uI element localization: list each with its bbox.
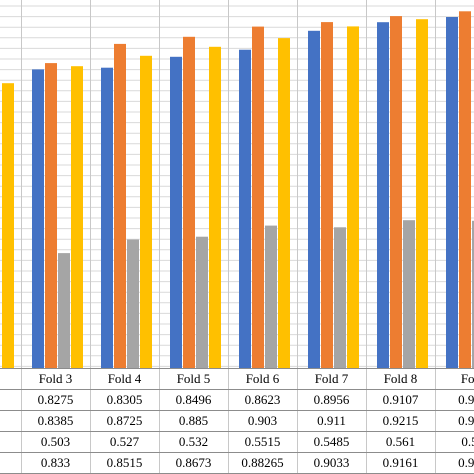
bar-fold-3-s3 bbox=[58, 253, 70, 368]
bar-fold-2-s4 bbox=[2, 83, 14, 368]
bar-fold-7-s4 bbox=[347, 26, 359, 369]
bar-fold-3-s2 bbox=[45, 63, 57, 368]
table-header-cell: Fold 6 bbox=[246, 371, 280, 386]
table-cell: 0.5515 bbox=[245, 434, 281, 449]
bar-fold-9-s2 bbox=[459, 11, 471, 369]
table-cell: 0.903 bbox=[248, 413, 277, 428]
table-header-cell: Fold 5 bbox=[177, 371, 211, 386]
table-cell: 0.8305 bbox=[107, 392, 143, 407]
table-cell: 0.88265 bbox=[241, 455, 283, 470]
bar-fold-4-s3 bbox=[127, 239, 139, 368]
bar-fold-8-s4 bbox=[416, 19, 428, 368]
table-cell: 0.9161 bbox=[383, 455, 419, 470]
table-cell: 0.9215 bbox=[383, 413, 419, 428]
table-cell: 0.833 bbox=[41, 455, 70, 470]
table-cell: 0.9107 bbox=[383, 392, 419, 407]
table-cell: 0.8725 bbox=[107, 413, 143, 428]
bars bbox=[2, 11, 474, 369]
bar-fold-6-s4 bbox=[278, 38, 290, 368]
table-cell: 0.561 bbox=[386, 434, 415, 449]
table-cell: 0.8385 bbox=[38, 413, 74, 428]
bar-fold-3-s1 bbox=[32, 69, 44, 369]
table-cell: 0.527 bbox=[110, 434, 140, 449]
table-cell: 0.8515 bbox=[107, 455, 143, 470]
table-cell: 0.911 bbox=[317, 413, 346, 428]
table-cell: 0.8623 bbox=[245, 392, 281, 407]
bar-fold-7-s2 bbox=[321, 22, 333, 368]
table-cell: 0.9033 bbox=[314, 455, 350, 470]
bar-fold-6-s2 bbox=[252, 26, 264, 368]
table-cell: 0.8496 bbox=[176, 392, 212, 407]
bar-fold-9-s1 bbox=[446, 17, 458, 368]
table-cell: 0.8956 bbox=[314, 392, 350, 407]
table-cell: 0.503 bbox=[41, 434, 70, 449]
bar-fold-8-s2 bbox=[390, 16, 402, 368]
table-header-cell: Fold 3 bbox=[39, 371, 73, 386]
bar-fold-5-s3 bbox=[196, 236, 208, 368]
bar-fold-4-s2 bbox=[114, 43, 126, 369]
table-cell: 0.92 bbox=[458, 392, 474, 407]
bar-fold-5-s4 bbox=[209, 46, 221, 369]
bar-fold-9-s3 bbox=[472, 220, 474, 368]
table-cell: 0.5485 bbox=[314, 434, 350, 449]
table-cell: 0.93 bbox=[458, 413, 474, 428]
bar-fold-6-s1 bbox=[239, 49, 251, 368]
bar-fold-7-s3 bbox=[334, 227, 346, 368]
table-cell: 0.93 bbox=[458, 455, 474, 470]
table-cell: 0.8673 bbox=[176, 455, 212, 470]
bar-fold-5-s1 bbox=[170, 56, 182, 369]
table-header-cell: Fold 7 bbox=[315, 371, 349, 386]
table-cell: 0.5 bbox=[461, 434, 474, 449]
bar-fold-8-s1 bbox=[377, 22, 389, 368]
bar-fold-8-s3 bbox=[403, 220, 415, 368]
table-header-cell: Fold 8 bbox=[384, 371, 418, 386]
table-cell: 0.885 bbox=[179, 413, 208, 428]
bar-fold-3-s4 bbox=[71, 66, 83, 368]
table-header-cell: Fold 4 bbox=[108, 371, 142, 386]
bar-fold-6-s3 bbox=[265, 225, 277, 368]
bar-fold-4-s1 bbox=[101, 67, 113, 368]
table-header-cell: Fol bbox=[461, 371, 474, 386]
table-cell: 0.8275 bbox=[38, 392, 74, 407]
bar-fold-5-s2 bbox=[183, 36, 195, 369]
bar-fold-4-s4 bbox=[140, 55, 152, 369]
table-cell: 0.532 bbox=[179, 434, 208, 449]
bar-fold-7-s1 bbox=[308, 30, 320, 369]
